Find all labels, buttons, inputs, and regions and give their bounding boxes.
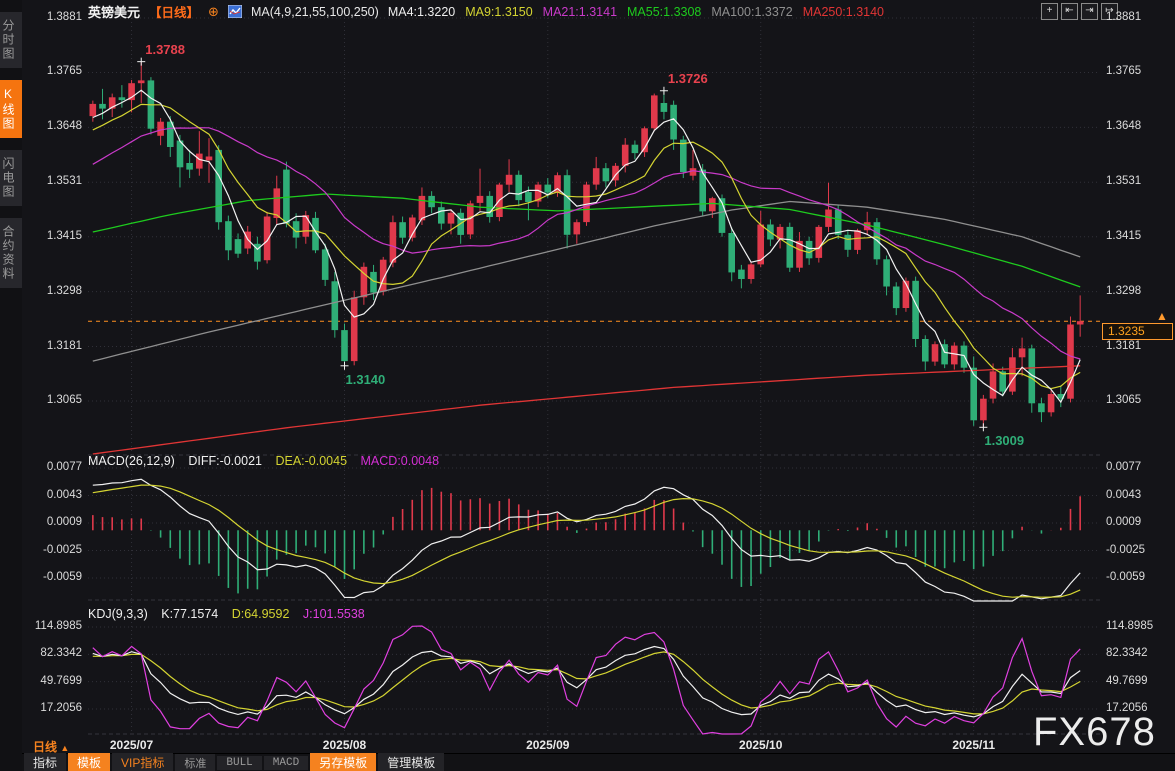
period-selector[interactable]: 日线 ▲ [33, 740, 70, 754]
kdj-axis-label-right: 49.7699 [1106, 674, 1148, 687]
tab-MACD[interactable]: MACD [263, 755, 309, 770]
kdj-axis-label-left: 49.7699 [40, 674, 82, 687]
sidebar-item-K线图[interactable]: K线图 [0, 80, 22, 138]
macd-hist-value: MACD:0.0048 [360, 454, 440, 468]
macd-axis-label-left: 0.0077 [46, 461, 82, 473]
price-axis-label-left: 1.3065 [46, 394, 82, 406]
kdj-axis-label-left: 82.3342 [40, 647, 82, 660]
price-axis-label-left: 1.3181 [46, 339, 82, 352]
add-indicator-icon[interactable]: ⊕ [208, 3, 219, 19]
x-axis-month-label: 2025/08 [322, 738, 367, 752]
price-axis-label-right: 1.3531 [1106, 175, 1142, 188]
tab-标准[interactable]: 标准 [175, 753, 216, 771]
pan-icon[interactable]: + [1041, 3, 1058, 20]
chart-legend: 英镑美元 【日线】 ⊕ MA(4,9,21,55,100,250) MA4:1.… [88, 2, 884, 21]
price-annotation: 1.3009 [984, 433, 1025, 449]
kdj-title: KDJ(9,3,3) [88, 607, 148, 621]
kdj-k-value: K:77.1574 [161, 607, 219, 621]
sidebar-item-分时图[interactable]: 分时图 [0, 12, 22, 68]
period-label: 【日线】 [149, 6, 200, 20]
macd-axis-label-right: 0.0077 [1106, 461, 1142, 473]
macd-axis-label-right: -0.0025 [1106, 543, 1146, 556]
macd-axis-label-right: -0.0059 [1106, 571, 1146, 583]
kdj-header: KDJ(9,3,3) K:77.1574 D:64.9592 J:101.553… [88, 607, 375, 621]
ma-legend-ma21: MA21:1.3141 [542, 4, 618, 19]
tab-模板[interactable]: 模板 [68, 753, 111, 771]
macd-header: MACD(26,12,9) DIFF:-0.0021 DEA:-0.0045 M… [88, 454, 449, 468]
price-axis-label-right: 1.3065 [1106, 394, 1142, 406]
price-annotation: 1.3140 [345, 371, 386, 387]
price-axis-label-left: 1.3298 [46, 284, 82, 297]
chart-style-icon[interactable] [227, 5, 242, 18]
ma-legend-ma4: MA4:1.3220 [387, 4, 456, 19]
kdj-axis-label-left: 114.8985 [34, 620, 82, 632]
ma-legend-ma55: MA55:1.3308 [627, 4, 702, 19]
chart-toolbar: + ⇤ ⇥ ↦ [1041, 3, 1118, 20]
symbol-name: 英镑美元 [88, 5, 141, 20]
price-axis-label-right: 1.3298 [1106, 284, 1142, 297]
price-axis-label-left: 1.3415 [46, 229, 82, 242]
jump-latest-icon[interactable]: ↦ [1101, 3, 1118, 20]
kdj-j-value: J:101.5538 [302, 607, 365, 621]
macd-axis-label-left: 0.0043 [46, 488, 82, 501]
macd-axis-label-right: 0.0043 [1106, 488, 1142, 501]
macd-diff-value: DIFF:-0.0021 [188, 454, 262, 468]
ma-values: MA4:1.3220 MA9:1.3150 MA21:1.3141 MA55:1.33… [388, 5, 884, 19]
macd-axis-label-left: -0.0025 [42, 543, 82, 556]
macd-title: MACD(26,12,9) [88, 454, 175, 468]
kdj-axis-label-right: 82.3342 [1106, 647, 1148, 660]
ma-legend-ma100: MA100:1.3372 [711, 4, 793, 19]
scale-right-icon[interactable]: ⇥ [1081, 3, 1098, 20]
price-axis-label-left: 1.3531 [46, 175, 82, 188]
kdj-axis-label-right: 114.8985 [1106, 620, 1154, 632]
macd-dea-value: DEA:-0.0045 [275, 454, 348, 468]
price-axis-label-right: 1.3765 [1106, 65, 1142, 78]
sidebar-item-闪电图[interactable]: 闪电图 [0, 150, 22, 206]
scale-left-icon[interactable]: ⇤ [1061, 3, 1078, 20]
price-axis-label-left: 1.3881 [46, 11, 82, 23]
price-axis-label-right: 1.3648 [1106, 120, 1142, 133]
tab-管理模板[interactable]: 管理模板 [378, 753, 445, 771]
ma-params-label: MA(4,9,21,55,100,250) [250, 4, 379, 19]
macd-axis-label-left: 0.0009 [46, 516, 82, 528]
chevron-up-icon: ▲ [60, 743, 70, 753]
price-axis-label-right: 1.3881 [1106, 11, 1142, 23]
price-up-arrow-icon: ▲ [1156, 309, 1168, 324]
watermark: FX678 [1033, 710, 1156, 754]
kdj-d-value: D:64.9592 [231, 607, 290, 621]
kdj-axis-label-left: 17.2056 [40, 702, 82, 714]
tab-指标[interactable]: 指标 [24, 753, 67, 771]
x-axis-month-label: 2025/10 [739, 738, 783, 752]
tab-VIP指标[interactable]: VIP指标 [112, 753, 174, 771]
x-axis-month-label: 2025/07 [109, 738, 154, 752]
ma-legend-ma250: MA250:1.3140 [802, 4, 884, 19]
sidebar-item-合约资料[interactable]: 合约资料 [0, 218, 22, 288]
x-axis-month-label: 2025/11 [952, 738, 996, 752]
price-axis-label-left: 1.3765 [46, 65, 82, 78]
tab-BULL[interactable]: BULL [217, 755, 262, 770]
price-axis-label-right: 1.3415 [1106, 229, 1142, 242]
macd-axis-label-right: 0.0009 [1106, 516, 1142, 528]
price-axis-label-left: 1.3648 [46, 120, 82, 133]
kdj-axis-label-right: 17.2056 [1106, 702, 1148, 714]
price-annotation: 1.3788 [145, 41, 185, 57]
price-annotation: 1.3726 [667, 70, 708, 86]
current-price-tag: 1.3235 [1102, 323, 1173, 341]
tab-另存模板[interactable]: 另存模板 [310, 753, 377, 771]
left-sidebar: 分时图 K线图闪电图合约资料 [0, 0, 22, 771]
ma-legend-ma9: MA9:1.3150 [465, 4, 533, 19]
bottom-toolbar: 指标 模板 VIP指标 标准 BULL MACD 另存模板 管理模板 [22, 753, 1175, 771]
x-axis-month-label: 2025/09 [526, 738, 570, 752]
macd-axis-label-left: -0.0059 [42, 571, 82, 583]
price-axis-label-right: 1.3181 [1106, 339, 1142, 352]
